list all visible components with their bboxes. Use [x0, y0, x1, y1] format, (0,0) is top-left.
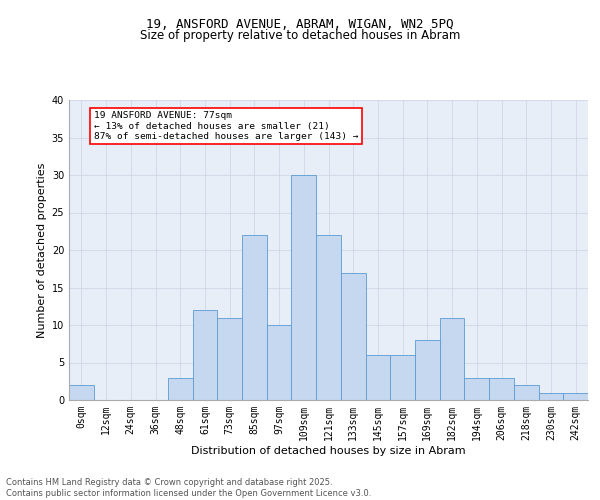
Bar — [193, 310, 217, 400]
Bar — [563, 392, 588, 400]
Bar — [267, 325, 292, 400]
X-axis label: Distribution of detached houses by size in Abram: Distribution of detached houses by size … — [191, 446, 466, 456]
Bar — [440, 318, 464, 400]
Bar — [341, 272, 365, 400]
Bar — [168, 378, 193, 400]
Bar — [415, 340, 440, 400]
Bar — [390, 355, 415, 400]
Text: Contains HM Land Registry data © Crown copyright and database right 2025.
Contai: Contains HM Land Registry data © Crown c… — [6, 478, 371, 498]
Bar — [69, 385, 94, 400]
Bar — [539, 392, 563, 400]
Bar — [464, 378, 489, 400]
Y-axis label: Number of detached properties: Number of detached properties — [37, 162, 47, 338]
Bar — [242, 235, 267, 400]
Bar — [365, 355, 390, 400]
Bar — [292, 175, 316, 400]
Bar — [217, 318, 242, 400]
Text: 19 ANSFORD AVENUE: 77sqm
← 13% of detached houses are smaller (21)
87% of semi-d: 19 ANSFORD AVENUE: 77sqm ← 13% of detach… — [94, 112, 358, 141]
Text: 19, ANSFORD AVENUE, ABRAM, WIGAN, WN2 5PQ: 19, ANSFORD AVENUE, ABRAM, WIGAN, WN2 5P… — [146, 18, 454, 30]
Bar — [489, 378, 514, 400]
Bar — [514, 385, 539, 400]
Text: Size of property relative to detached houses in Abram: Size of property relative to detached ho… — [140, 28, 460, 42]
Bar — [316, 235, 341, 400]
